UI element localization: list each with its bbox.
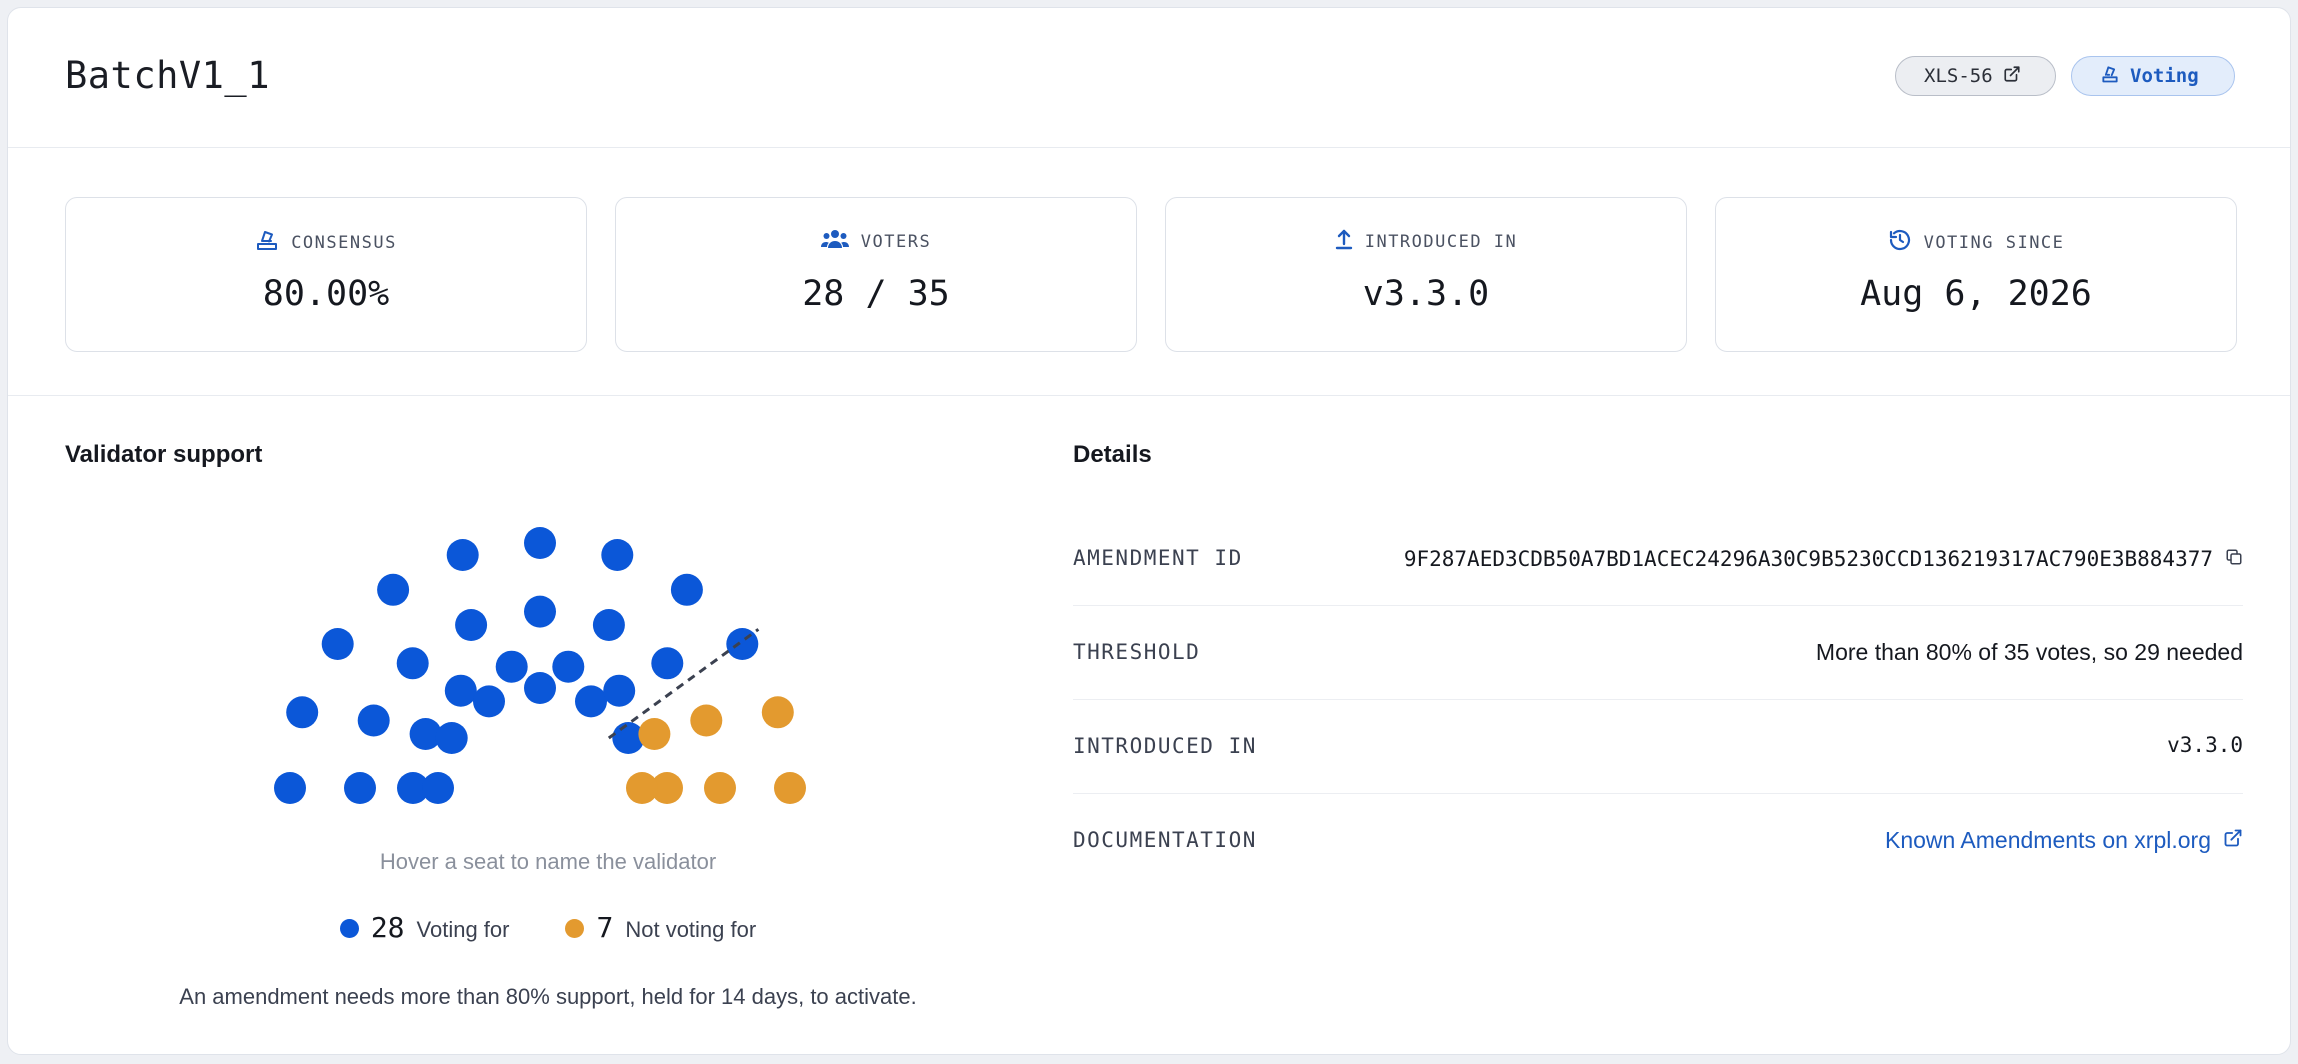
xls-label: XLS-56 <box>1924 65 1993 87</box>
voting-for-count: 28 <box>370 911 405 944</box>
stat-label: VOTERS <box>860 231 932 252</box>
details-title: Details <box>1073 441 1152 468</box>
seat-voting-for[interactable] <box>409 718 442 750</box>
seat-voting-for[interactable] <box>473 685 505 718</box>
stat-voters: VOTERS 28 / 35 <box>615 197 1137 352</box>
seat-voting-for[interactable] <box>524 527 556 559</box>
threshold-label: THRESHOLD <box>1073 640 1201 664</box>
stat-value: v3.3.0 <box>1362 274 1490 314</box>
amendment-id-value: 9F287AED3CDB50A7BD1ACEC24296A30C9B5230CC… <box>1403 546 2213 571</box>
stats-row: CONSENSUS 80.00% VOTERS 28 / 35 <box>8 149 2290 396</box>
stat-value: Aug 6, 2026 <box>1860 274 2092 314</box>
seat-voting-for[interactable] <box>397 772 429 804</box>
stat-label: INTRODUCED IN <box>1364 231 1518 252</box>
status-label: Voting <box>2130 65 2199 87</box>
voting-for-label: Voting for <box>416 917 510 942</box>
seat-voting-for[interactable] <box>603 674 636 707</box>
seat-voting-for[interactable] <box>651 647 684 680</box>
stat-consensus: CONSENSUS 80.00% <box>65 197 587 352</box>
detail-row-amendment-id: AMENDMENT ID 9F287AED3CDB50A7BD1ACEC2429… <box>1073 512 2243 606</box>
external-link-icon <box>2003 65 2021 88</box>
validator-support-title: Validator support <box>65 441 263 468</box>
not-voting-label: Not voting for <box>625 917 757 942</box>
activation-footnote: An amendment needs more than 80% support… <box>179 984 917 1009</box>
seat-voting-for[interactable] <box>592 609 625 641</box>
seat-voting-for[interactable] <box>524 672 556 704</box>
introduced-in-value: v3.3.0 <box>2167 733 2243 757</box>
seat-legend: 28 Voting for 7 Not voting for <box>8 911 1088 944</box>
seat-not-voting[interactable] <box>704 772 736 804</box>
upload-arrow-icon <box>1335 228 1353 255</box>
seat-voting-for[interactable] <box>726 628 759 660</box>
seat-voting-for[interactable] <box>524 595 556 628</box>
seat-voting-for[interactable] <box>422 772 454 804</box>
voting-for-dot <box>339 919 359 938</box>
seat-voting-for[interactable] <box>344 772 376 804</box>
stat-label: CONSENSUS <box>291 232 397 253</box>
seat-not-voting[interactable] <box>690 704 723 737</box>
seat-voting-for[interactable] <box>446 539 479 571</box>
seat-not-voting[interactable] <box>638 718 671 750</box>
stat-voting-since: VOTING SINCE Aug 6, 2026 <box>1715 197 2237 352</box>
seat-not-voting[interactable] <box>774 772 806 804</box>
stat-label: VOTING SINCE <box>1923 232 2065 253</box>
legend-voting-for: 28 Voting for <box>339 911 510 944</box>
validator-support-panel: Hover a seat to name the validator 28 Vo… <box>8 396 1078 1054</box>
parliament-chart <box>274 527 806 804</box>
ballot-icon <box>2100 64 2120 89</box>
amendment-header: BatchV1_1 XLS-56 Voting <box>8 8 2290 148</box>
seat-voting-for[interactable] <box>575 685 607 718</box>
seat-not-voting[interactable] <box>761 696 794 729</box>
seat-voting-for[interactable] <box>286 696 319 729</box>
seat-voting-for[interactable] <box>396 647 429 680</box>
stat-value: 80.00% <box>262 274 390 314</box>
amendment-card: BatchV1_1 XLS-56 Voting <box>7 7 2291 1055</box>
seat-voting-for[interactable] <box>274 772 306 804</box>
detail-row-threshold: THRESHOLD More than 80% of 35 votes, so … <box>1073 606 2243 700</box>
amendment-id-label: AMENDMENT ID <box>1073 546 1243 570</box>
hover-hint: Hover a seat to name the validator <box>379 849 717 874</box>
history-icon <box>1888 228 1912 257</box>
seat-voting-for[interactable] <box>670 573 703 606</box>
seat-voting-for[interactable] <box>455 609 488 641</box>
seat-voting-for[interactable] <box>357 704 390 737</box>
seat-voting-for[interactable] <box>444 674 477 707</box>
copy-icon[interactable] <box>2225 545 2243 572</box>
xls-link-pill[interactable]: XLS-56 <box>1895 56 2056 96</box>
documentation-link-text: Known Amendments on xrpl.org <box>1884 827 2211 853</box>
not-voting-count: 7 <box>596 911 614 944</box>
legend-not-voting: 7 Not voting for <box>565 911 756 944</box>
users-icon <box>820 228 849 255</box>
detail-row-documentation: DOCUMENTATION Known Amendments on xrpl.o… <box>1073 794 2243 888</box>
seat-voting-for[interactable] <box>495 650 528 683</box>
detail-row-introduced-in: INTRODUCED IN v3.3.0 <box>1073 700 2243 794</box>
documentation-label: DOCUMENTATION <box>1073 828 1257 852</box>
seat-voting-for[interactable] <box>552 650 585 683</box>
stat-introduced-in: INTRODUCED IN v3.3.0 <box>1165 197 1687 352</box>
seat-not-voting[interactable] <box>626 772 658 804</box>
not-voting-dot <box>565 919 585 938</box>
ballot-icon <box>255 228 279 257</box>
seat-voting-for[interactable] <box>377 573 410 606</box>
seat-voting-for[interactable] <box>435 722 468 754</box>
stat-value: 28 / 35 <box>802 274 950 314</box>
threshold-value: More than 80% of 35 votes, so 29 needed <box>1815 639 2243 665</box>
seat-voting-for[interactable] <box>321 628 354 660</box>
external-link-icon <box>2223 827 2243 854</box>
introduced-in-label: INTRODUCED IN <box>1073 734 1257 758</box>
documentation-link[interactable]: Known Amendments on xrpl.org <box>1885 827 2243 854</box>
voting-status-badge: Voting <box>2071 56 2235 96</box>
seat-not-voting[interactable] <box>651 772 683 804</box>
seat-voting-for[interactable] <box>601 539 634 571</box>
threshold-line <box>607 628 760 740</box>
amendment-title: BatchV1_1 <box>65 54 270 97</box>
